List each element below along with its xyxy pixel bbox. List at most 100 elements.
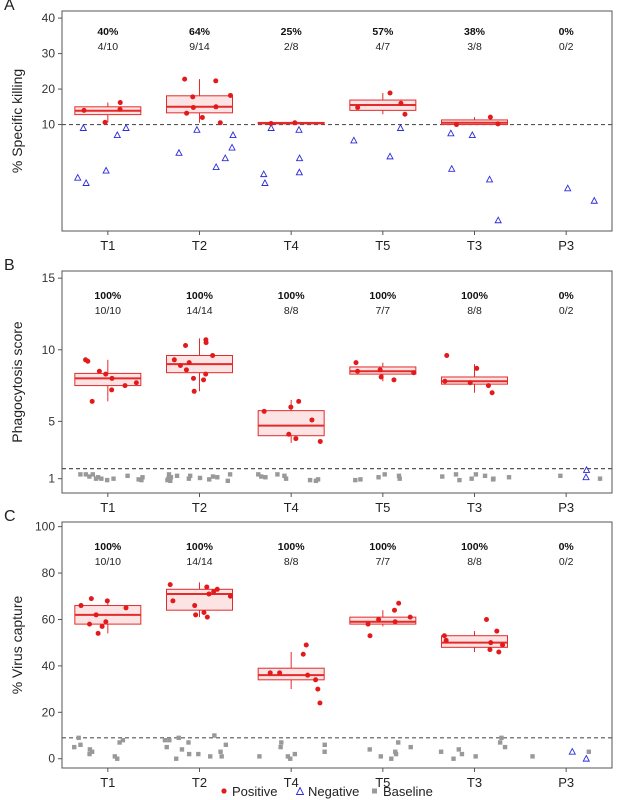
fraction-label: 4/7 — [376, 41, 391, 53]
percent-label: 0% — [559, 26, 575, 38]
baseline-point — [506, 475, 512, 480]
baseline-point — [558, 473, 563, 479]
baseline-point — [215, 475, 220, 480]
baseline-point — [358, 477, 363, 482]
y-tick-label: 100 — [35, 520, 55, 534]
baseline-point — [502, 744, 508, 750]
negative-point — [193, 125, 201, 133]
positive-point — [402, 111, 408, 117]
positive-point — [213, 104, 219, 110]
legend: Positive Negative Baseline — [221, 784, 433, 799]
positive-point — [88, 596, 94, 602]
y-tick-label: 0 — [48, 752, 55, 766]
baseline-point — [99, 476, 104, 481]
baseline-point — [393, 749, 398, 754]
positive-point — [117, 100, 123, 106]
positive-point — [303, 642, 309, 648]
positive-point — [500, 642, 506, 648]
x-tick-label: T5 — [375, 500, 390, 515]
positive-point — [193, 612, 199, 618]
positive-point — [204, 614, 210, 620]
positive-point — [227, 593, 233, 599]
baseline-point — [89, 749, 95, 754]
baseline-point — [322, 749, 327, 754]
negative-point — [82, 178, 90, 186]
baseline-point — [279, 740, 284, 745]
baseline-point — [451, 756, 456, 761]
baseline-point — [459, 751, 465, 757]
fraction-label: 8/8 — [284, 305, 299, 317]
box — [166, 588, 233, 611]
negative-point — [212, 162, 220, 170]
positive-point — [204, 584, 210, 590]
positive-point — [398, 100, 404, 106]
positive-point — [411, 370, 417, 376]
positive-point — [261, 408, 267, 414]
positive-point — [444, 353, 450, 359]
positive-point — [267, 670, 273, 676]
percent-label: 100% — [186, 541, 214, 553]
baseline-point — [72, 744, 77, 750]
panel-label: C — [4, 508, 16, 525]
positive-point — [206, 591, 212, 597]
fraction-label: 0/2 — [559, 41, 574, 53]
y-tick-label: 20 — [42, 82, 56, 96]
x-tick-label: T5 — [375, 238, 390, 253]
fraction-label: 14/14 — [186, 556, 212, 568]
baseline-point — [219, 754, 224, 759]
x-tick-label: P3 — [558, 500, 574, 515]
x-tick-label: T4 — [284, 238, 299, 253]
positive-point — [183, 342, 189, 348]
baseline-point — [469, 476, 474, 481]
baseline-point — [378, 754, 383, 759]
baseline-point — [120, 737, 126, 743]
negative-point — [590, 196, 599, 204]
y-tick-label: 60 — [42, 612, 56, 626]
positive-point — [102, 119, 108, 125]
positive-point — [489, 390, 495, 396]
baseline-point — [278, 744, 283, 750]
percent-label: 25% — [281, 26, 303, 38]
baseline-point — [176, 735, 181, 741]
positive-point — [317, 700, 323, 706]
fraction-label: 3/8 — [467, 41, 482, 53]
positive-point — [300, 651, 306, 657]
fraction-label: 7/7 — [376, 556, 391, 568]
negative-point — [582, 465, 591, 473]
negative-point — [102, 166, 110, 174]
baseline-point — [282, 473, 287, 479]
baseline-point — [499, 735, 504, 741]
baseline-point — [111, 476, 116, 481]
x-tick-label: P3 — [558, 238, 574, 253]
box — [166, 95, 233, 114]
baseline-point — [223, 742, 229, 747]
positive-point — [186, 360, 192, 366]
baseline-point — [257, 754, 262, 759]
percent-label: 100% — [461, 290, 489, 302]
legend-baseline-marker — [372, 788, 377, 794]
positive-point — [288, 404, 294, 410]
panel-label: A — [4, 0, 15, 14]
fraction-label: 0/2 — [559, 556, 574, 568]
positive-point — [201, 377, 207, 383]
plot-frame — [61, 10, 613, 232]
x-tick-label: T2 — [192, 500, 207, 515]
positive-point — [210, 353, 216, 359]
baseline-point — [597, 476, 603, 481]
negative-point — [175, 148, 183, 156]
positive-point — [192, 603, 198, 609]
positive-point — [268, 120, 274, 126]
positive-point — [93, 612, 99, 618]
positive-point — [203, 371, 209, 377]
baseline-point — [179, 747, 185, 752]
fraction-label: 0/2 — [559, 305, 574, 317]
baseline-point — [440, 474, 445, 479]
positive-point — [201, 610, 207, 616]
positive-point — [355, 368, 361, 374]
y-tick-label: 20 — [42, 705, 56, 719]
positive-point — [378, 374, 384, 380]
positive-point — [133, 380, 139, 386]
fraction-label: 4/10 — [98, 41, 119, 53]
positive-point — [170, 598, 176, 604]
